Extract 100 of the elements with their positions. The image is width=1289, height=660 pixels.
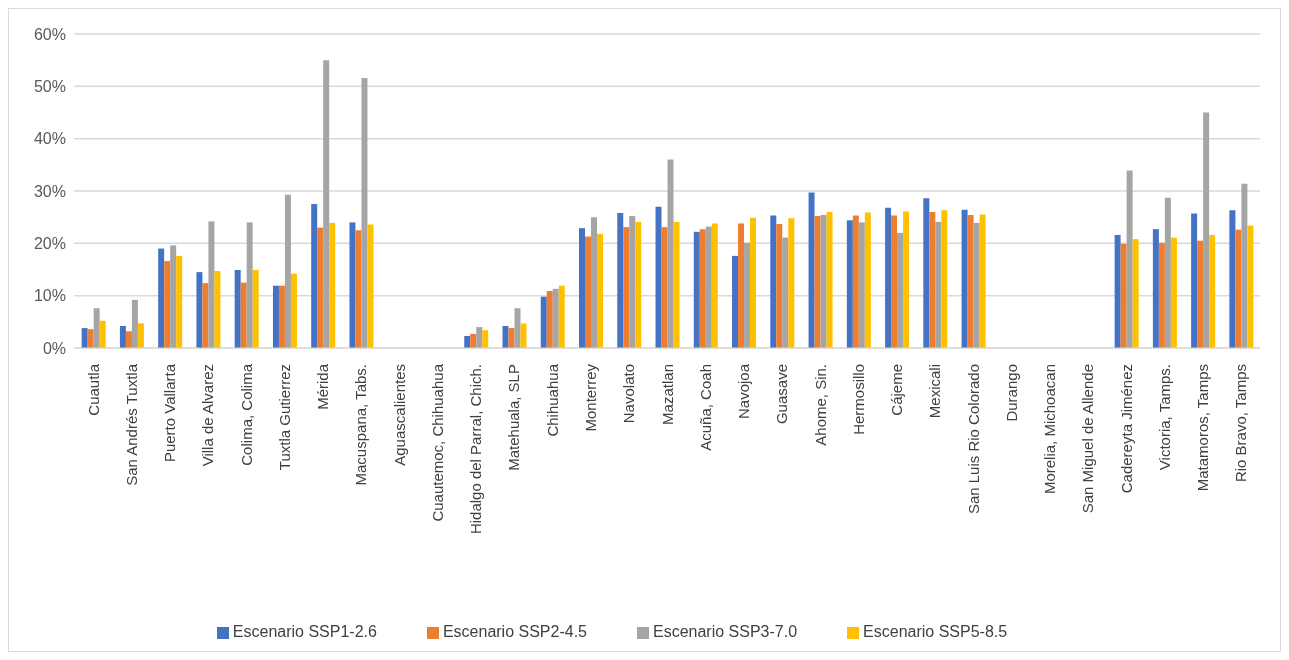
- x-tick-label: Durango: [1002, 364, 1020, 422]
- bar: [635, 221, 642, 348]
- bar: [788, 218, 795, 348]
- bar: [1126, 170, 1133, 348]
- bar: [776, 223, 783, 348]
- legend-label: Escenario SSP2-4.5: [442, 623, 587, 640]
- bar: [597, 233, 604, 348]
- x-tick-label: Matamoros, Tamps: [1194, 364, 1212, 492]
- x-tick-label: Hermosillo: [849, 364, 867, 435]
- bar: [673, 221, 680, 348]
- bar: [770, 215, 777, 348]
- x-tick-label: San Miguel de Allende: [1079, 364, 1097, 514]
- bar: [1247, 225, 1254, 348]
- x-tick-label: Hidalgo del Parral, Chich.: [467, 364, 485, 535]
- bar: [552, 288, 559, 348]
- bar: [158, 248, 165, 348]
- x-tick-label: Tuxtla Gutierrez: [275, 364, 293, 471]
- bar: [1114, 234, 1121, 348]
- x-tick-label: Villa de Alvarez: [199, 364, 217, 467]
- bar: [252, 270, 259, 348]
- bar: [164, 261, 171, 348]
- x-tick-label: Navolato: [620, 364, 638, 424]
- bar: [246, 222, 253, 348]
- bar: [1132, 239, 1139, 348]
- y-tick-label: 0%: [42, 339, 66, 357]
- bar: [667, 159, 674, 348]
- bar: [897, 232, 904, 348]
- bar: [699, 229, 706, 348]
- bar: [1229, 210, 1236, 348]
- x-tick-label: Guasave: [773, 364, 791, 425]
- bar: [591, 217, 598, 348]
- x-tick-label: San Luis Rio Colorado: [964, 364, 982, 515]
- bar: [323, 60, 330, 348]
- bar: [208, 221, 215, 348]
- bar: [482, 330, 489, 348]
- bar: [1120, 243, 1127, 348]
- bar: [629, 216, 636, 348]
- bar: [311, 204, 318, 348]
- x-tick-label: Puerto Vallarta: [161, 363, 179, 463]
- x-tick-label: Mexicali: [926, 364, 944, 419]
- x-tick-label: Aguascalientes: [390, 364, 408, 466]
- x-tick-label: Macuspana, Tabs.: [352, 364, 370, 486]
- bar: [558, 285, 565, 348]
- x-tick-label: Acuña, Coah: [696, 364, 714, 451]
- bar: [923, 198, 930, 348]
- y-tick-label: 50%: [33, 78, 66, 96]
- bar: [744, 242, 751, 348]
- bar: [846, 220, 853, 348]
- bar: [979, 214, 986, 348]
- x-tick-label: Morelia, Michoacan: [1041, 364, 1059, 495]
- bar: [732, 255, 739, 348]
- bar: [693, 231, 700, 348]
- bar: [272, 285, 279, 348]
- bar: [579, 228, 586, 348]
- bar: [317, 227, 324, 348]
- y-tick-label: 40%: [33, 130, 66, 148]
- y-tick-label: 60%: [33, 25, 66, 43]
- x-tick-label: Cájeme: [888, 364, 906, 416]
- bar: [814, 216, 821, 348]
- bar: [973, 222, 980, 348]
- bar: [93, 308, 100, 348]
- bar: [935, 221, 942, 348]
- y-tick-label: 20%: [33, 235, 66, 253]
- bar: [1170, 237, 1177, 348]
- bar: [87, 329, 94, 348]
- bar: [1203, 112, 1210, 348]
- x-tick-label: Mazatlan: [658, 364, 676, 425]
- bar: [278, 285, 285, 348]
- bar: [514, 308, 521, 348]
- bar: [585, 236, 592, 348]
- bar: [1241, 183, 1248, 348]
- bar: [240, 282, 247, 348]
- bar: [1235, 229, 1242, 348]
- y-tick-label: 30%: [33, 182, 66, 200]
- bar: [196, 272, 203, 348]
- x-tick-label: San Andrés Tuxtla: [122, 363, 140, 486]
- bar: [349, 222, 356, 348]
- bar: [1197, 240, 1204, 348]
- x-tick-label: Cuautla: [84, 363, 102, 416]
- bar: [864, 212, 871, 348]
- bar: [99, 320, 106, 348]
- bar: [711, 223, 718, 348]
- bar: [885, 207, 892, 348]
- bar: [125, 331, 132, 348]
- x-tick-label: Ahome, Sin.: [811, 364, 829, 446]
- bar: [202, 283, 209, 348]
- bar: [329, 222, 336, 348]
- bar: [929, 211, 936, 348]
- x-tick-label: Cadereyta Jiménez: [1117, 364, 1135, 494]
- bar: [546, 290, 553, 348]
- legend-label: Escenario SSP1-2.6: [232, 623, 377, 640]
- x-tick-label: Navojoa: [735, 363, 753, 420]
- bar: [1152, 229, 1159, 348]
- bar: [540, 296, 547, 348]
- bar: [967, 215, 974, 348]
- bar: [891, 215, 898, 348]
- bar: [476, 327, 483, 348]
- x-tick-label: Matehuala, SLP: [505, 364, 523, 471]
- legend-label: Escenario SSP3-7.0: [653, 623, 798, 640]
- bar: [502, 326, 509, 348]
